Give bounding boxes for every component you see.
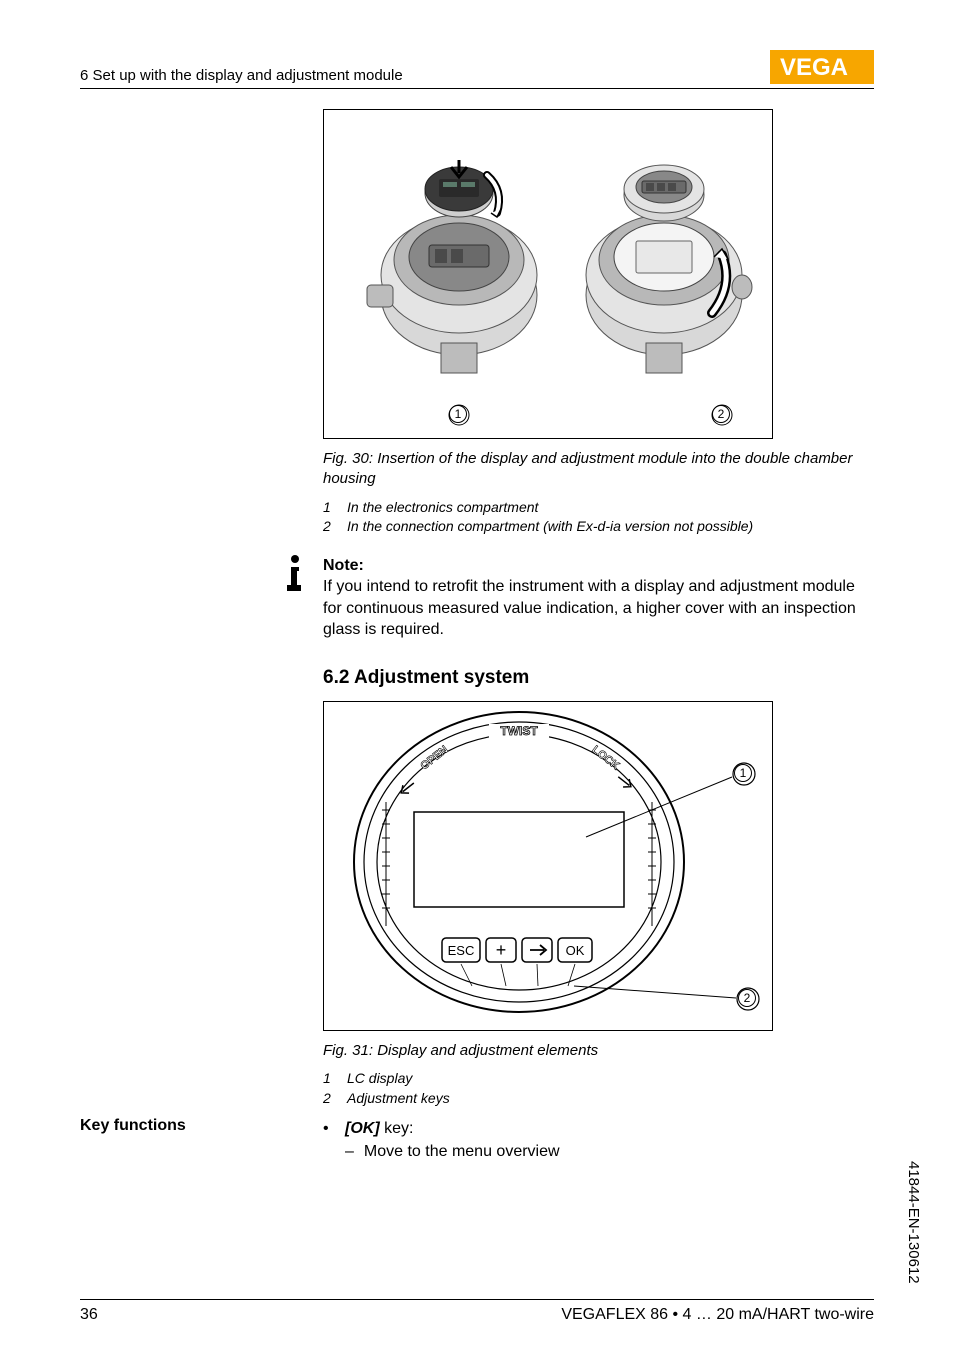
note-block: Note: If you intend to retrofit the inst… bbox=[285, 555, 874, 641]
key-fn-item-1: • [OK] key: bbox=[323, 1117, 560, 1140]
figure-31-image: TWIST OPEN LOCK bbox=[323, 701, 773, 1031]
dash-icon: – bbox=[345, 1140, 354, 1163]
btn-ok: OK bbox=[566, 943, 585, 958]
vega-logo: VEGA bbox=[770, 50, 874, 84]
bullet-icon: • bbox=[323, 1117, 333, 1140]
key-functions-label: Key functions bbox=[80, 1117, 323, 1163]
info-icon bbox=[285, 555, 313, 641]
page-footer: 36 VEGAFLEX 86 • 4 … 20 mA/HART two-wire bbox=[80, 1299, 874, 1324]
btn-esc: ESC bbox=[448, 943, 475, 958]
fig30-legend-1-text: In the electronics compartment bbox=[347, 498, 538, 518]
fig31-legend-2-num: 2 bbox=[323, 1089, 333, 1109]
figure-30-block: 1 2 Fig. 30: Insertion of the display an… bbox=[323, 109, 874, 537]
key-functions-block: Key functions • [OK] key: – Move to the … bbox=[80, 1117, 874, 1163]
fig30-legend-1-num: 1 bbox=[323, 498, 333, 518]
fig30-legend-2-num: 2 bbox=[323, 517, 333, 537]
figure-31-caption: Fig. 31: Display and adjustment elements bbox=[323, 1041, 874, 1061]
key-fn-sub-1-text: Move to the menu overview bbox=[364, 1140, 560, 1163]
page-number: 36 bbox=[80, 1306, 98, 1324]
fig30-callout-2-num: 2 bbox=[712, 405, 730, 423]
section-breadcrumb: 6 Set up with the display and adjustment… bbox=[80, 67, 403, 84]
fig31-legend-1: 1 LC display bbox=[323, 1069, 874, 1089]
product-line: VEGAFLEX 86 • 4 … 20 mA/HART two-wire bbox=[561, 1306, 874, 1324]
figure-30-image: 1 2 bbox=[323, 109, 773, 439]
figure-30-caption: Fig. 30: Insertion of the display and ad… bbox=[323, 449, 874, 490]
fig30-legend-1: 1 In the electronics compartment bbox=[323, 498, 874, 518]
fig30-legend-2-text: In the connection compartment (with Ex-d… bbox=[347, 517, 753, 537]
fig31-callout-2-num: 2 bbox=[738, 989, 756, 1007]
note-text: If you intend to retrofit the instrument… bbox=[323, 576, 874, 641]
fig30-callout-1-num: 1 bbox=[449, 405, 467, 423]
fig31-legend-1-text: LC display bbox=[347, 1069, 412, 1089]
twist-label: TWIST bbox=[500, 724, 538, 738]
fig31-callout-1-num: 1 bbox=[734, 764, 752, 782]
ok-key-suffix: key: bbox=[380, 1120, 414, 1137]
fig31-legend-2-text: Adjustment keys bbox=[347, 1089, 450, 1109]
section-6-2-heading: 6.2 Adjustment system bbox=[323, 667, 874, 689]
page-header: 6 Set up with the display and adjustment… bbox=[80, 50, 874, 89]
btn-plus: + bbox=[496, 940, 507, 960]
ok-key-label: [OK] bbox=[345, 1120, 380, 1137]
key-fn-sub-1: – Move to the menu overview bbox=[345, 1140, 560, 1163]
fig31-legend-1-num: 1 bbox=[323, 1069, 333, 1089]
fig30-legend-2: 2 In the connection compartment (with Ex… bbox=[323, 517, 874, 537]
document-id: 41844-EN-130612 bbox=[905, 1161, 922, 1284]
fig31-legend-2: 2 Adjustment keys bbox=[323, 1089, 874, 1109]
note-title: Note: bbox=[323, 555, 874, 577]
svg-text:VEGA: VEGA bbox=[780, 54, 848, 80]
